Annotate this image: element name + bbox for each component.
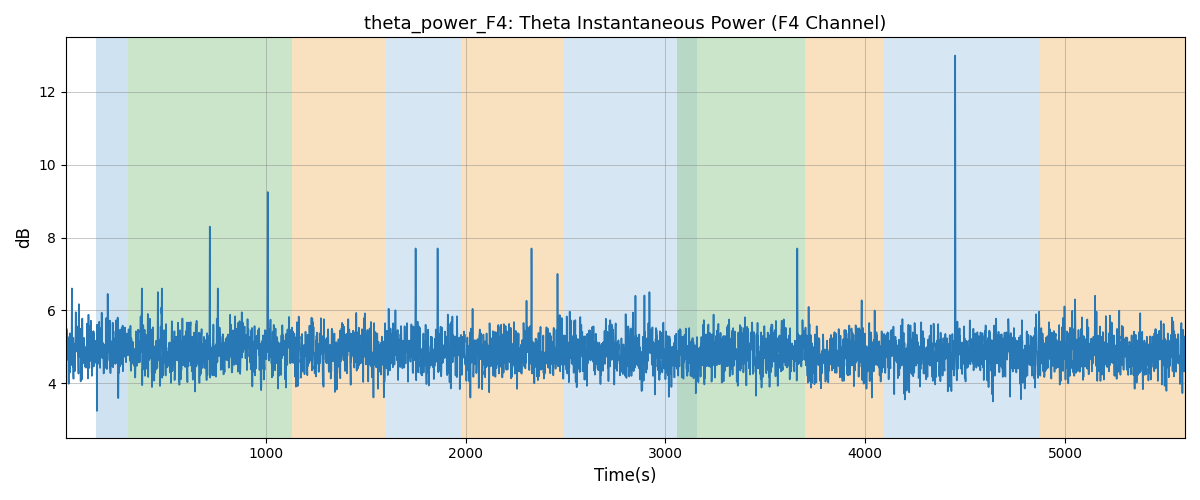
Title: theta_power_F4: Theta Instantaneous Power (F4 Channel): theta_power_F4: Theta Instantaneous Powe… xyxy=(365,15,887,34)
Bar xyxy=(1039,38,1186,438)
Bar xyxy=(385,38,462,438)
Bar xyxy=(678,38,805,438)
Y-axis label: dB: dB xyxy=(16,226,34,248)
Bar xyxy=(462,38,564,438)
Bar xyxy=(96,38,128,438)
Bar xyxy=(805,38,883,438)
Bar xyxy=(564,38,678,438)
X-axis label: Time(s): Time(s) xyxy=(594,467,656,485)
Bar xyxy=(128,38,292,438)
Bar xyxy=(292,38,385,438)
Bar xyxy=(678,38,697,438)
Bar xyxy=(883,38,1039,438)
